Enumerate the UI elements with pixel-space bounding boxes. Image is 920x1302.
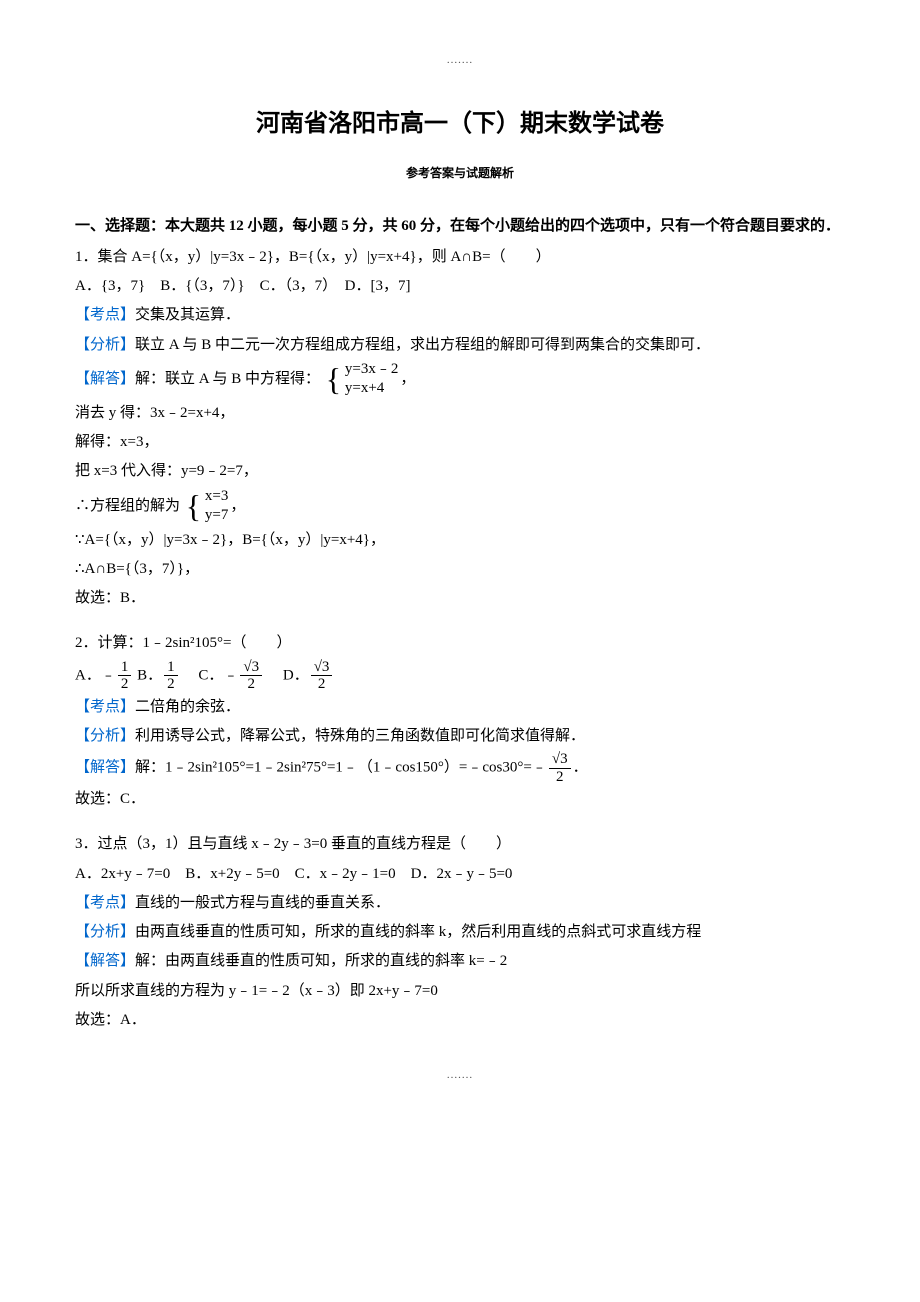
q1-jieda-pre: 解：联立 A 与 B 中方程得： <box>135 371 320 387</box>
q1-s5: ∵A={（x，y）|y=3x﹣2}，B={（x，y）|y=x+4}， <box>75 526 845 555</box>
kaodian-label: 【考点】 <box>75 699 135 715</box>
left-brace-icon: { <box>186 490 201 522</box>
opt-a-pre: A．﹣ <box>75 667 116 683</box>
jieda-label: 【解答】 <box>75 371 135 387</box>
sys2-row-b: y=7 <box>205 506 228 526</box>
sys-row-b: y=x+4 <box>345 379 398 399</box>
q3-s1: 所以所求直线的方程为 y﹣1=﹣2（x﹣3）即 2x+y﹣7=0 <box>75 977 845 1006</box>
jieda-label: 【解答】 <box>75 953 135 969</box>
q3-s2: 故选：A． <box>75 1006 845 1035</box>
fenxi-label: 【分析】 <box>75 337 135 353</box>
kaodian-label: 【考点】 <box>75 895 135 911</box>
q1-jieda: 【解答】解：联立 A 与 B 中方程得： { y=3x﹣2 y=x+4 ， <box>75 360 845 399</box>
q2-fenxi: 【分析】利用诱导公式，降幂公式，特殊角的三角函数值即可化简求值得解． <box>75 722 845 751</box>
q2-fenxi-text: 利用诱导公式，降幂公式，特殊角的三角函数值即可化简求值得解． <box>135 728 585 744</box>
q1-s7: 故选：B． <box>75 584 845 613</box>
sys2-row-a: x=3 <box>205 487 228 507</box>
fraction: 12 <box>118 659 132 693</box>
q2-jieda-pre: 解：1﹣2sin²105°=1﹣2sin²75°=1﹣（1﹣cos150°）=﹣… <box>135 760 547 776</box>
footer-dots: ....... <box>75 1065 845 1086</box>
jieda-label: 【解答】 <box>75 760 135 776</box>
section-heading: 一、选择题：本大题共 12 小题，每小题 5 分，共 60 分，在每个小题给出的… <box>75 212 845 241</box>
q3-options: A．2x+y﹣7=0 B．x+2y﹣5=0 C．x﹣2y﹣1=0 D．2x﹣y﹣… <box>75 860 845 889</box>
kaodian-label: 【考点】 <box>75 307 135 323</box>
q2-kaodian-text: 二倍角的余弦． <box>135 699 240 715</box>
opt-d-pre: D． <box>268 667 309 683</box>
q3-fenxi-text: 由两直线垂直的性质可知，所求的直线的斜率 k，然后利用直线的点斜式可求直线方程 <box>135 924 701 940</box>
header-dots: ....... <box>75 50 845 71</box>
fraction: √32 <box>240 659 262 693</box>
q2-options: A．﹣12 B．12 C．﹣√32 D．√32 <box>75 659 845 693</box>
q1-s6: ∴A∩B={（3，7）}， <box>75 555 845 584</box>
q1-s4-pre: ∴方程组的解为 <box>75 498 180 514</box>
q2-jieda-post: ． <box>573 760 588 776</box>
q1-kaodian-text: 交集及其运算． <box>135 307 240 323</box>
equation-system: { y=3x﹣2 y=x+4 <box>326 360 399 399</box>
comma: ， <box>400 371 415 387</box>
fenxi-label: 【分析】 <box>75 728 135 744</box>
page-subtitle: 参考答案与试题解析 <box>75 162 845 185</box>
q2-stem: 2．计算：1﹣2sin²105°=（ ） <box>75 629 845 658</box>
sys-row-a: y=3x﹣2 <box>345 360 398 380</box>
q1-fenxi: 【分析】联立 A 与 B 中二元一次方程组成方程组，求出方程组的解即可得到两集合… <box>75 331 845 360</box>
opt-c-pre: C．﹣ <box>183 667 238 683</box>
q1-s3: 把 x=3 代入得：y=9﹣2=7， <box>75 457 845 486</box>
q3-kaodian-text: 直线的一般式方程与直线的垂直关系． <box>135 895 390 911</box>
solution-system: { x=3 y=7 <box>186 487 229 526</box>
q2-kaodian: 【考点】二倍角的余弦． <box>75 693 845 722</box>
q3-jieda: 【解答】解：由两直线垂直的性质可知，所求的直线的斜率 k=﹣2 <box>75 947 845 976</box>
q1-fenxi-text: 联立 A 与 B 中二元一次方程组成方程组，求出方程组的解即可得到两集合的交集即… <box>135 337 710 353</box>
q2-s1: 故选：C． <box>75 785 845 814</box>
fraction: √32 <box>311 659 333 693</box>
q1-s2: 解得：x=3， <box>75 428 845 457</box>
q3-fenxi: 【分析】由两直线垂直的性质可知，所求的直线的斜率 k，然后利用直线的点斜式可求直… <box>75 918 845 947</box>
q2-jieda: 【解答】解：1﹣2sin²105°=1﹣2sin²75°=1﹣（1﹣cos150… <box>75 751 845 785</box>
q3-jieda-text: 解：由两直线垂直的性质可知，所求的直线的斜率 k=﹣2 <box>135 953 507 969</box>
fraction: √32 <box>549 751 571 785</box>
q1-options: A．{3，7} B．{（3，7）} C．（3，7） D．[3，7] <box>75 272 845 301</box>
page-title: 河南省洛阳市高一（下）期末数学试卷 <box>75 101 845 148</box>
q3-kaodian: 【考点】直线的一般式方程与直线的垂直关系． <box>75 889 845 918</box>
q1-s4: ∴方程组的解为 { x=3 y=7 ， <box>75 487 845 526</box>
left-brace-icon: { <box>326 363 341 395</box>
q1-stem: 1．集合 A={（x，y）|y=3x﹣2}，B={（x，y）|y=x+4}，则 … <box>75 243 845 272</box>
fenxi-label: 【分析】 <box>75 924 135 940</box>
fraction: 12 <box>164 659 178 693</box>
opt-b-pre: B． <box>137 667 162 683</box>
q1-kaodian: 【考点】交集及其运算． <box>75 301 845 330</box>
q1-s1: 消去 y 得：3x﹣2=x+4， <box>75 399 845 428</box>
q3-stem: 3．过点（3，1）且与直线 x﹣2y﹣3=0 垂直的直线方程是（ ） <box>75 830 845 859</box>
q1-s4-post: ， <box>230 498 245 514</box>
